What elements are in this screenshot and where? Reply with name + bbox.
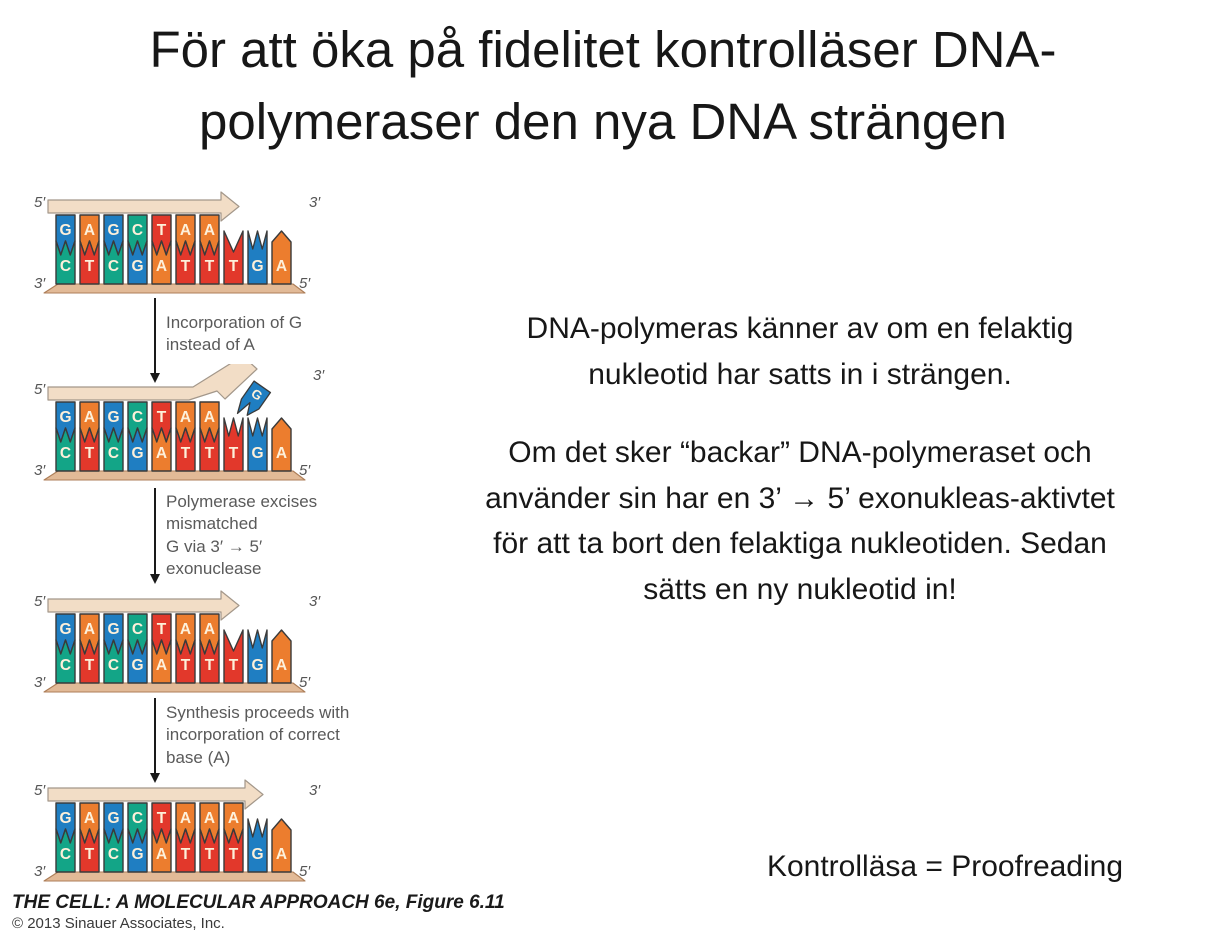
svg-text:A: A	[276, 657, 287, 674]
svg-text:A: A	[156, 258, 167, 275]
svg-text:5′: 5′	[299, 275, 311, 292]
svg-text:T: T	[85, 846, 95, 863]
svg-text:G: G	[59, 621, 71, 638]
svg-text:T: T	[157, 621, 167, 638]
svg-text:3′: 3′	[34, 863, 46, 880]
svg-text:G: G	[107, 621, 119, 638]
svg-text:T: T	[205, 657, 215, 674]
svg-text:T: T	[229, 445, 239, 462]
svg-text:G: G	[59, 810, 71, 827]
svg-text:A: A	[156, 846, 167, 863]
svg-text:G: G	[59, 222, 71, 239]
svg-text:T: T	[181, 445, 191, 462]
svg-text:C: C	[108, 657, 119, 674]
svg-text:A: A	[276, 846, 287, 863]
svg-text:C: C	[108, 445, 119, 462]
svg-text:3′: 3′	[309, 194, 321, 211]
svg-text:A: A	[180, 222, 191, 239]
svg-text:T: T	[205, 445, 215, 462]
svg-text:T: T	[85, 258, 95, 275]
svg-text:C: C	[60, 657, 71, 674]
svg-text:G: G	[107, 409, 119, 426]
svg-text:A: A	[204, 810, 215, 827]
svg-text:5′: 5′	[34, 593, 46, 610]
svg-text:A: A	[204, 621, 215, 638]
svg-text:C: C	[108, 258, 119, 275]
svg-text:5′: 5′	[34, 782, 46, 799]
svg-text:3′: 3′	[313, 367, 325, 384]
svg-text:T: T	[85, 657, 95, 674]
svg-text:C: C	[132, 810, 143, 827]
svg-text:5′: 5′	[299, 674, 311, 691]
svg-text:C: C	[60, 846, 71, 863]
svg-text:G: G	[251, 846, 263, 863]
svg-text:T: T	[157, 222, 167, 239]
svg-text:T: T	[85, 445, 95, 462]
svg-text:G: G	[107, 810, 119, 827]
svg-text:C: C	[132, 222, 143, 239]
svg-text:A: A	[180, 409, 191, 426]
svg-text:T: T	[157, 409, 167, 426]
svg-text:A: A	[156, 445, 167, 462]
svg-text:3′: 3′	[309, 593, 321, 610]
svg-text:5′: 5′	[299, 462, 311, 479]
svg-text:A: A	[204, 409, 215, 426]
svg-text:G: G	[251, 258, 263, 275]
svg-text:G: G	[131, 445, 143, 462]
svg-text:G: G	[251, 445, 263, 462]
svg-text:3′: 3′	[34, 674, 46, 691]
svg-text:G: G	[59, 409, 71, 426]
svg-text:T: T	[181, 846, 191, 863]
svg-text:A: A	[276, 258, 287, 275]
svg-text:T: T	[181, 657, 191, 674]
svg-text:3′: 3′	[309, 782, 321, 799]
svg-text:T: T	[205, 846, 215, 863]
svg-text:T: T	[157, 810, 167, 827]
svg-text:T: T	[229, 846, 239, 863]
svg-text:A: A	[84, 222, 95, 239]
svg-text:A: A	[84, 409, 95, 426]
svg-text:5′: 5′	[34, 381, 46, 398]
svg-text:T: T	[229, 258, 239, 275]
svg-text:A: A	[180, 810, 191, 827]
svg-text:G: G	[131, 657, 143, 674]
svg-text:T: T	[181, 258, 191, 275]
svg-text:A: A	[84, 810, 95, 827]
svg-text:A: A	[180, 621, 191, 638]
svg-text:C: C	[60, 258, 71, 275]
svg-text:G: G	[107, 222, 119, 239]
svg-text:C: C	[108, 846, 119, 863]
svg-text:5′: 5′	[34, 194, 46, 211]
svg-text:A: A	[228, 810, 239, 827]
svg-text:T: T	[229, 657, 239, 674]
svg-text:C: C	[60, 445, 71, 462]
svg-text:G: G	[131, 846, 143, 863]
svg-text:A: A	[276, 445, 287, 462]
svg-text:C: C	[132, 621, 143, 638]
svg-text:A: A	[204, 222, 215, 239]
svg-text:5′: 5′	[299, 863, 311, 880]
svg-text:A: A	[156, 657, 167, 674]
svg-text:3′: 3′	[34, 275, 46, 292]
svg-text:G: G	[131, 258, 143, 275]
svg-text:A: A	[84, 621, 95, 638]
svg-text:3′: 3′	[34, 462, 46, 479]
svg-text:G: G	[251, 657, 263, 674]
svg-text:T: T	[205, 258, 215, 275]
svg-text:C: C	[132, 409, 143, 426]
